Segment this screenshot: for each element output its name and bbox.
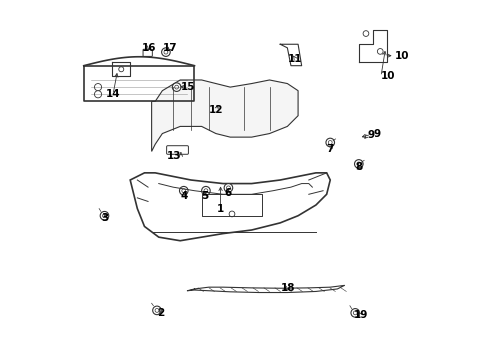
Circle shape <box>94 91 102 98</box>
Circle shape <box>224 184 232 192</box>
Text: 17: 17 <box>163 43 177 53</box>
Circle shape <box>182 189 185 193</box>
Circle shape <box>377 49 382 54</box>
Polygon shape <box>151 80 298 152</box>
Circle shape <box>201 186 210 195</box>
Circle shape <box>350 309 359 317</box>
Circle shape <box>155 309 159 312</box>
Circle shape <box>174 85 178 89</box>
Text: 2: 2 <box>157 308 164 318</box>
FancyBboxPatch shape <box>143 49 152 57</box>
FancyBboxPatch shape <box>166 146 188 154</box>
Text: 10: 10 <box>394 51 409 61</box>
Circle shape <box>172 83 181 91</box>
Text: 8: 8 <box>354 162 362 172</box>
Text: 15: 15 <box>181 82 195 92</box>
Text: 12: 12 <box>208 105 223 115</box>
Text: 10: 10 <box>380 71 395 81</box>
Circle shape <box>327 140 331 144</box>
Polygon shape <box>130 173 329 241</box>
Circle shape <box>229 211 234 217</box>
Circle shape <box>152 306 161 315</box>
Text: 4: 4 <box>180 191 187 201</box>
Circle shape <box>100 211 108 220</box>
Text: 11: 11 <box>287 54 302 64</box>
Circle shape <box>179 186 188 195</box>
Text: 14: 14 <box>105 89 120 99</box>
Text: 9: 9 <box>373 129 380 139</box>
Circle shape <box>325 138 334 147</box>
Text: 1: 1 <box>217 203 224 213</box>
Circle shape <box>163 50 167 54</box>
Circle shape <box>226 186 230 190</box>
Text: 19: 19 <box>353 310 367 320</box>
Circle shape <box>162 48 170 57</box>
Text: 13: 13 <box>166 151 181 161</box>
Circle shape <box>356 162 360 166</box>
Circle shape <box>203 189 207 193</box>
Circle shape <box>363 31 368 36</box>
Text: 9: 9 <box>367 130 374 140</box>
Circle shape <box>94 84 102 91</box>
Circle shape <box>119 67 123 72</box>
Text: 18: 18 <box>280 283 295 293</box>
Circle shape <box>102 214 106 218</box>
Text: 3: 3 <box>102 212 109 222</box>
Text: 6: 6 <box>224 188 232 198</box>
Circle shape <box>354 159 363 168</box>
Text: 5: 5 <box>201 191 208 201</box>
Text: 16: 16 <box>141 43 156 53</box>
Text: 7: 7 <box>326 144 333 154</box>
Circle shape <box>353 311 356 315</box>
